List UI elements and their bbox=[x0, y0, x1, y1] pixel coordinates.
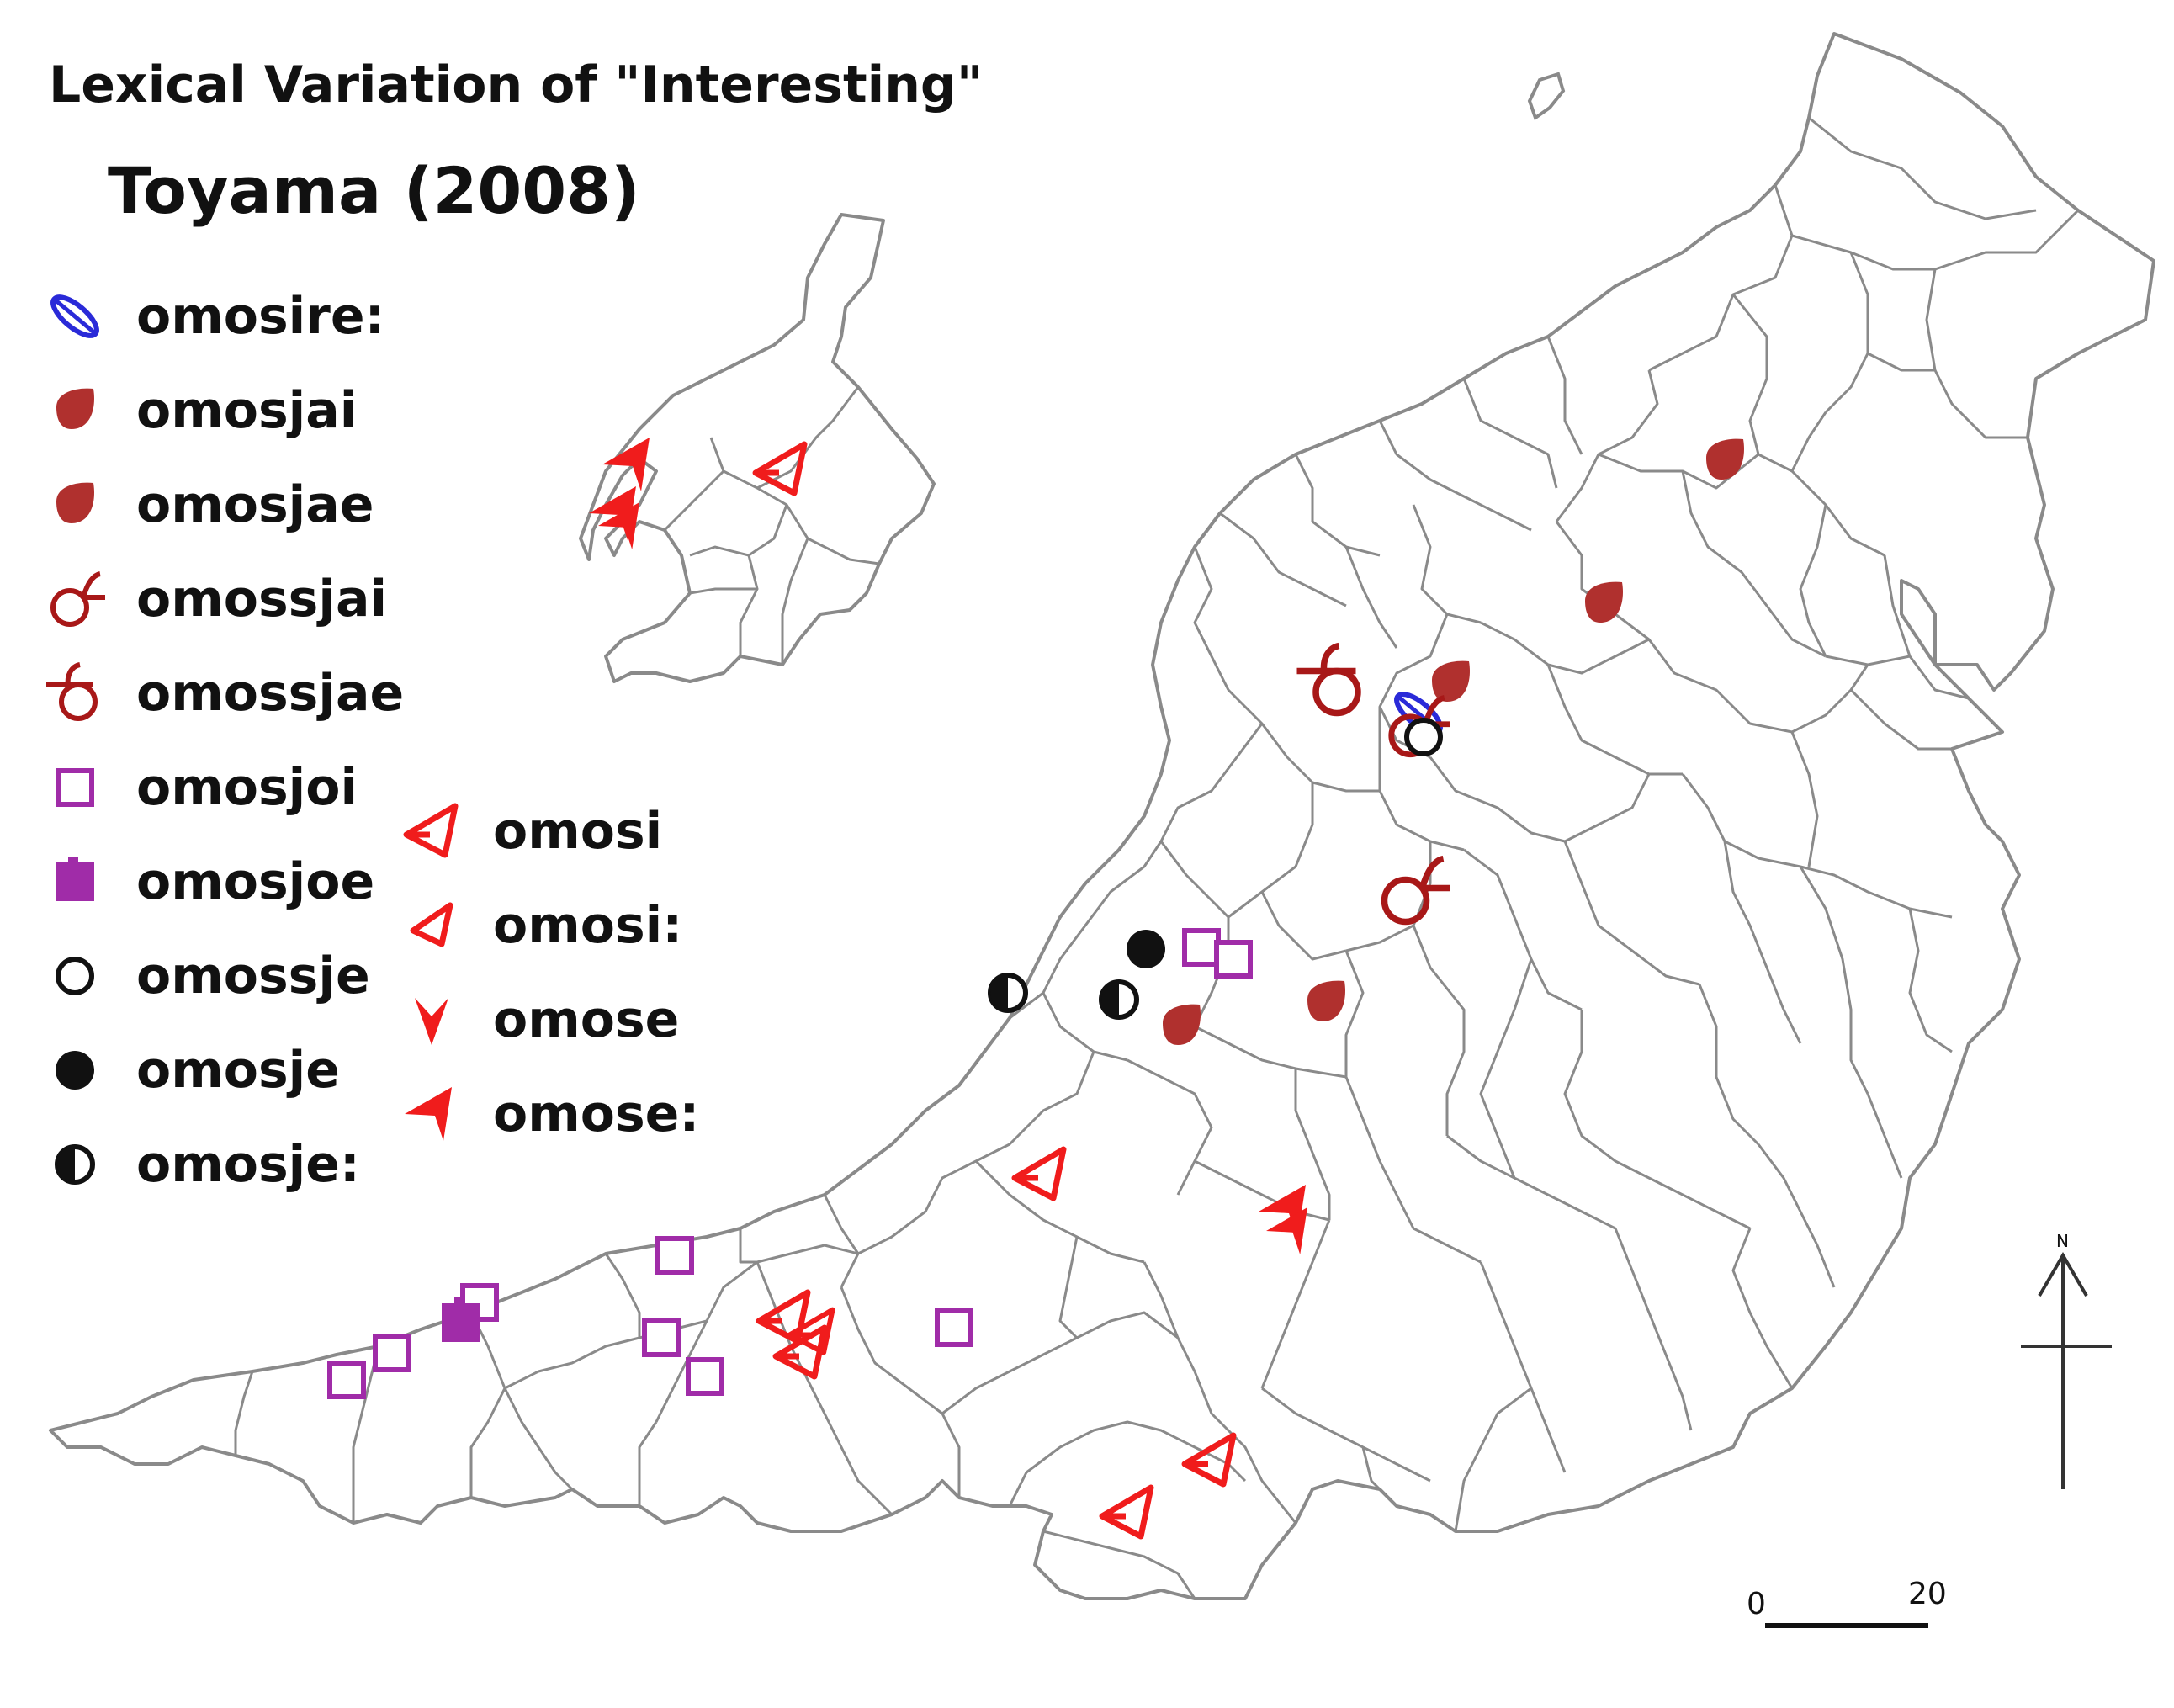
legend-item-omosi: omosi bbox=[385, 798, 662, 865]
map-title: Lexical Variation of "Interesting" bbox=[49, 56, 984, 114]
legend-label: omossjai bbox=[136, 570, 388, 629]
symbol-omosjoi bbox=[937, 1311, 971, 1345]
map-subtitle: Toyama (2008) bbox=[108, 153, 640, 228]
loop-hook-icon bbox=[29, 565, 121, 633]
legend-label: omose bbox=[493, 990, 680, 1049]
legend-item-omosi-colon: omosi: bbox=[385, 892, 682, 959]
open-arrowhead-icon bbox=[385, 798, 478, 865]
island bbox=[1527, 72, 1566, 121]
symbol-omosje-colon bbox=[990, 975, 1026, 1010]
symbol-omosjoi bbox=[1185, 931, 1218, 964]
scale-start-label: 0 bbox=[1747, 1587, 1766, 1621]
north-label: N bbox=[2056, 1231, 2069, 1251]
symbol-omosje bbox=[1127, 930, 1165, 968]
filled-square-icon bbox=[29, 848, 121, 915]
legend-item-omossje: omossje bbox=[29, 942, 370, 1010]
legend-label: omosi bbox=[493, 802, 663, 861]
legend-item-omosjae: omosjae bbox=[29, 471, 374, 538]
legend-item-omosje: omosje bbox=[29, 1037, 340, 1104]
symbol-omosjoi bbox=[658, 1239, 692, 1272]
mainland-area bbox=[49, 32, 2155, 1600]
legend-item-omosje-colon: omosje: bbox=[29, 1131, 360, 1198]
symbol-omosjoi bbox=[375, 1336, 409, 1370]
symbol-omosjoi bbox=[1217, 942, 1250, 976]
small-arrowhead-icon bbox=[385, 892, 478, 959]
filled-drop-icon bbox=[56, 388, 94, 429]
symbol-omosjoi bbox=[330, 1363, 363, 1397]
legend-label: omosjai bbox=[136, 381, 358, 440]
symbol-omosjoe bbox=[444, 1297, 478, 1339]
filled-circle-icon bbox=[56, 1051, 94, 1090]
municipal-boundaries bbox=[234, 116, 2080, 1599]
legend-label: omosjae bbox=[136, 475, 374, 534]
filled-drop-icon bbox=[56, 482, 94, 523]
legend-label: omosjoi bbox=[136, 758, 358, 817]
peninsula-boundaries bbox=[663, 386, 880, 665]
legend-item-omosjoe: omosjoe bbox=[29, 848, 374, 915]
symbol-omossje bbox=[1407, 720, 1440, 754]
half-circle-icon bbox=[29, 1131, 121, 1198]
legend-label: omose: bbox=[493, 1085, 700, 1143]
legend-item-omossjai: omossjai bbox=[29, 565, 387, 633]
loop-ring-icon bbox=[29, 660, 121, 727]
open-square-icon bbox=[29, 754, 121, 821]
legend-item-omosjoi: omosjoi bbox=[29, 754, 358, 821]
north-arrow bbox=[2021, 1252, 2112, 1489]
open-circle-icon bbox=[29, 942, 121, 1010]
peninsula-area bbox=[579, 213, 936, 683]
filled-arrowhead-icon bbox=[405, 1087, 452, 1141]
symbol-omosjoi bbox=[644, 1321, 678, 1355]
legend-label: omosi: bbox=[493, 896, 683, 955]
legend-label: omosjoe bbox=[136, 852, 375, 911]
legend-item-omose: omose bbox=[385, 986, 679, 1053]
legend-item-omossjae: omossjae bbox=[29, 660, 404, 727]
scale-end-label: 20 bbox=[1908, 1577, 1947, 1611]
legend-label: omosje: bbox=[136, 1135, 360, 1194]
legend-item-omose-colon: omose: bbox=[385, 1080, 699, 1148]
symbol-omosjoi bbox=[688, 1360, 722, 1393]
legend-label: omossjae bbox=[136, 664, 405, 723]
symbol-omosje-colon bbox=[1101, 982, 1137, 1017]
down-arrowhead-icon bbox=[415, 998, 448, 1045]
legend-item-omosjai: omosjai bbox=[29, 377, 357, 444]
legend-label: omosje bbox=[136, 1041, 340, 1100]
blue-leaf-icon bbox=[29, 283, 121, 350]
legend-item-omosire-colon: omosire: bbox=[29, 283, 385, 350]
legend-label: omosire: bbox=[136, 287, 385, 346]
legend-label: omossje bbox=[136, 947, 370, 1005]
